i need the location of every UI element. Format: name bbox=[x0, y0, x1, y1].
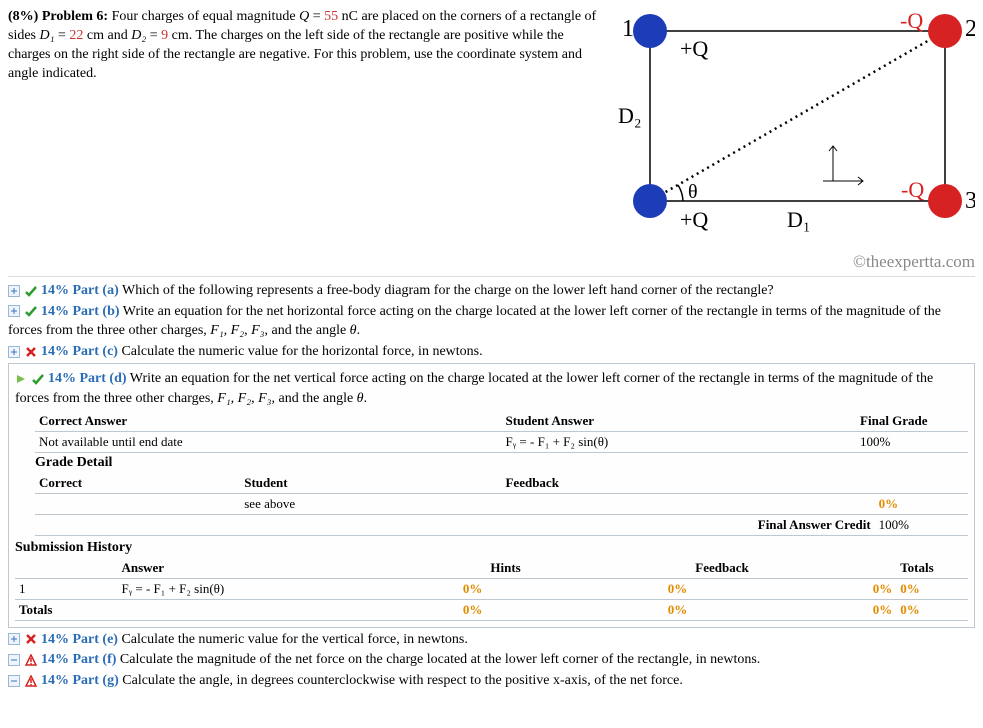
part-f: 14% Part (f) Calculate the magnitude of … bbox=[8, 650, 975, 670]
check-icon bbox=[32, 373, 44, 385]
problem-figure: 1 2 3 +Q -Q +Q -Q D₂ D₁ θ ©theexpertta.c… bbox=[605, 8, 975, 272]
expand-icon[interactable] bbox=[8, 346, 20, 358]
figure-copyright: ©theexpertta.com bbox=[605, 252, 975, 272]
expand-icon[interactable] bbox=[8, 675, 20, 687]
part-g: 14% Part (g) Calculate the angle, in deg… bbox=[8, 671, 975, 691]
svg-text:2: 2 bbox=[965, 16, 975, 42]
part-d-panel: 14% Part (d) Write an equation for the n… bbox=[8, 363, 975, 627]
expand-icon[interactable] bbox=[8, 654, 20, 666]
svg-text:3: 3 bbox=[965, 188, 975, 214]
problem-statement: (8%) Problem 6: Four charges of equal ma… bbox=[8, 8, 605, 84]
problem-header-row: (8%) Problem 6: Four charges of equal ma… bbox=[8, 8, 975, 272]
check-icon bbox=[25, 285, 37, 297]
part-d: 14% Part (d) Write an equation for the n… bbox=[15, 369, 968, 408]
warn-icon bbox=[25, 675, 37, 687]
svg-text:+Q: +Q bbox=[680, 36, 708, 61]
svg-text:-Q: -Q bbox=[901, 177, 924, 202]
svg-text:D₁: D₁ bbox=[787, 207, 811, 232]
answers-table: Correct Answer Student Answer Final Grad… bbox=[35, 411, 968, 453]
svg-text:-Q: -Q bbox=[900, 8, 923, 33]
part-e: 14% Part (e) Calculate the numeric value… bbox=[8, 630, 975, 650]
svg-text:+Q: +Q bbox=[680, 207, 708, 232]
cross-icon bbox=[25, 633, 37, 645]
expand-icon[interactable] bbox=[8, 285, 20, 297]
svg-text:1: 1 bbox=[622, 16, 634, 42]
part-c: 14% Part (c) Calculate the numeric value… bbox=[8, 342, 975, 362]
part-b: 14% Part (b) Write an equation for the n… bbox=[8, 302, 975, 341]
problem-number: (8%) Problem 6: bbox=[8, 9, 108, 24]
submission-history-table: Answer Hints Feedback Totals 1 Fᵧ = - F₁… bbox=[15, 558, 968, 621]
warn-icon bbox=[25, 654, 37, 666]
grade-detail-title: Grade Detail bbox=[35, 455, 968, 471]
grade-detail-table: Correct Student Feedback see above 0% Fi… bbox=[35, 473, 968, 536]
svg-text:D₂: D₂ bbox=[618, 103, 642, 128]
check-icon bbox=[25, 305, 37, 317]
expand-icon[interactable] bbox=[8, 633, 20, 645]
collapse-icon[interactable] bbox=[15, 373, 27, 385]
submission-history-title: Submission History bbox=[15, 540, 968, 556]
svg-text:θ: θ bbox=[688, 181, 698, 203]
cross-icon bbox=[25, 346, 37, 358]
expand-icon[interactable] bbox=[8, 305, 20, 317]
part-a: 14% Part (a) Which of the following repr… bbox=[8, 281, 975, 301]
